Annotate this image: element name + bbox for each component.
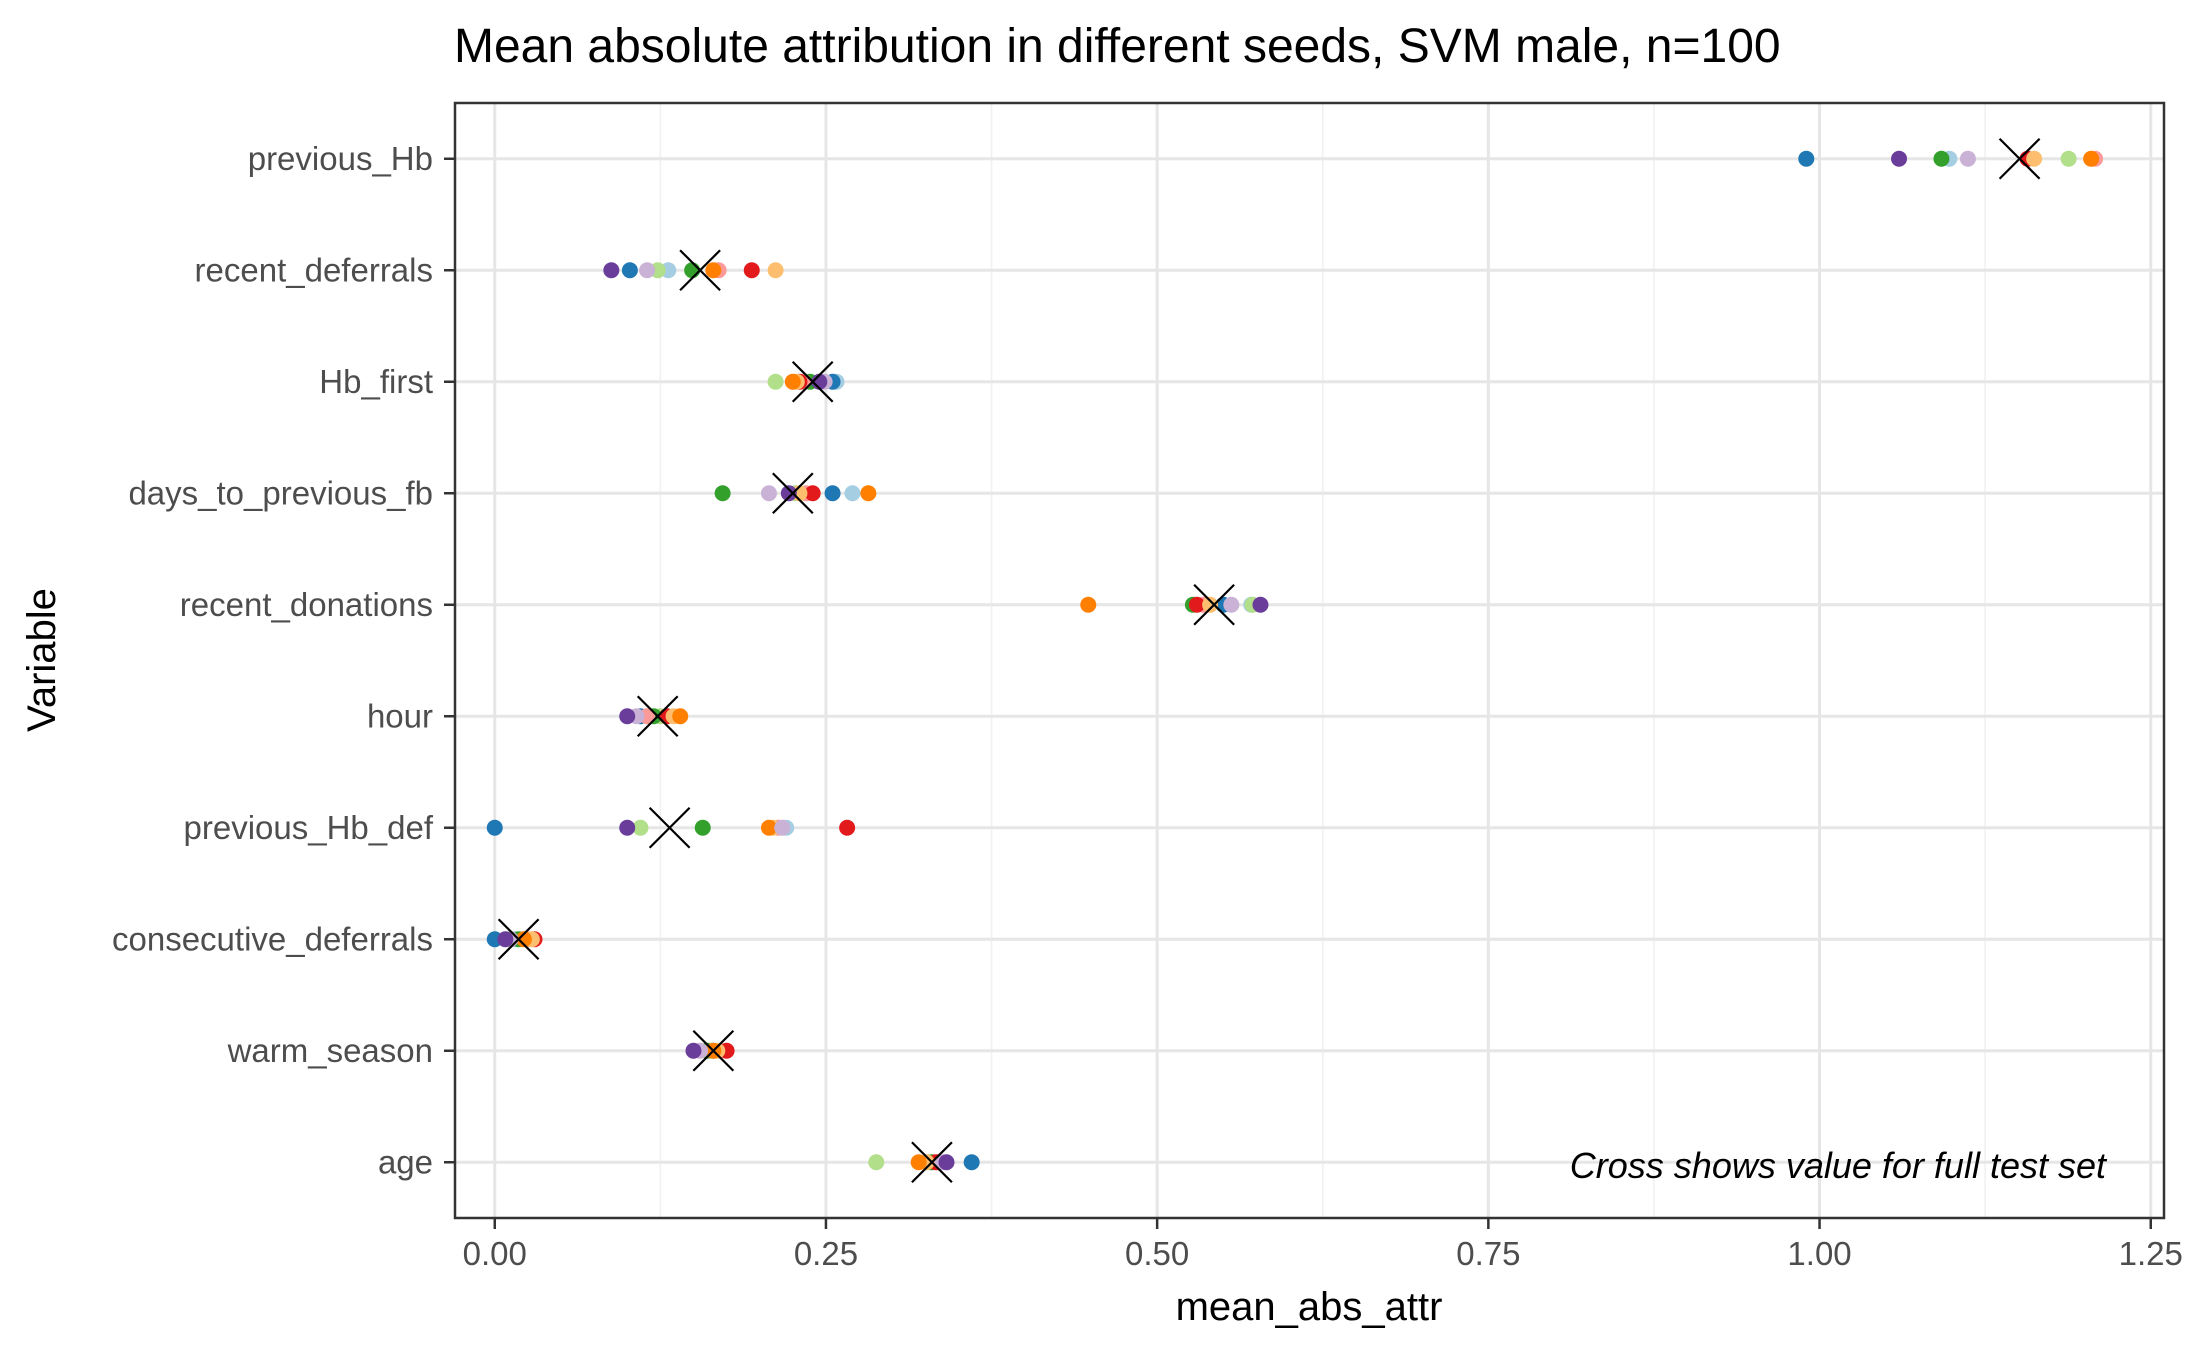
- full-test-set-cross: [772, 472, 814, 515]
- grid-lines: [455, 103, 2164, 1218]
- seed-point: [910, 1154, 927, 1171]
- seed-point: [784, 373, 801, 390]
- x-axis: 0.00 0.25 0.50 0.75 1.00 1.25: [463, 1218, 2183, 1272]
- x-tick-label: 1.25: [2119, 1235, 2183, 1272]
- y-tick-label: previous_Hb_def: [184, 809, 434, 846]
- full-test-set-cross: [497, 918, 540, 961]
- seed-point: [938, 1154, 955, 1171]
- seed-point: [860, 485, 877, 502]
- seed-point: [780, 485, 797, 502]
- chart-title: Mean absolute attribution in different s…: [454, 20, 1781, 73]
- seed-point: [804, 485, 821, 502]
- seed-point: [2083, 150, 2100, 167]
- full-test-set-cross: [692, 1029, 735, 1072]
- x-tick-label: 1.00: [1787, 1235, 1851, 1272]
- y-tick-label: previous_Hb: [248, 140, 433, 177]
- seed-point: [486, 819, 503, 836]
- y-tick-label: recent_donations: [180, 586, 433, 623]
- chart-annotation: Cross shows value for full test set: [1570, 1145, 2108, 1186]
- seed-point: [497, 931, 514, 948]
- y-tick-label: Hb_first: [319, 363, 433, 400]
- seed-point: [839, 819, 856, 836]
- seed-point: [1080, 596, 1097, 613]
- y-tick-label: age: [378, 1143, 433, 1180]
- seed-point: [760, 819, 777, 836]
- seed-point: [619, 819, 636, 836]
- seed-point: [685, 1042, 702, 1059]
- full-test-set-cross: [1998, 137, 2041, 180]
- seed-point: [621, 262, 638, 279]
- y-axis: previous_Hb recent_deferrals Hb_first days_…: [112, 140, 455, 1180]
- seed-point: [774, 819, 791, 836]
- x-tick-label: 0.25: [794, 1235, 858, 1272]
- seed-point: [1223, 596, 1240, 613]
- seed-point: [603, 262, 620, 279]
- full-test-set-crosses: [497, 137, 2041, 1184]
- full-test-set-cross: [648, 806, 691, 849]
- y-tick-label: consecutive_deferrals: [112, 920, 433, 957]
- plot-panel: [455, 103, 2164, 1218]
- seed-point: [672, 708, 689, 725]
- seed-point: [1188, 596, 1205, 613]
- x-axis-title: mean_abs_attr: [1176, 1285, 1443, 1329]
- seed-point: [824, 485, 841, 502]
- y-tick-label: days_to_previous_fb: [128, 474, 433, 511]
- seed-point: [1252, 596, 1269, 613]
- seed-point: [767, 262, 784, 279]
- seed-point: [844, 485, 861, 502]
- seed-point: [694, 819, 711, 836]
- x-tick-label: 0.00: [463, 1235, 527, 1272]
- seed-point: [632, 819, 649, 836]
- y-axis-title: Variable: [20, 588, 64, 732]
- seed-point: [639, 262, 656, 279]
- seed-point: [963, 1154, 980, 1171]
- seed-point: [1933, 150, 1950, 167]
- y-tick-label: hour: [367, 697, 433, 734]
- full-test-set-cross: [791, 360, 834, 403]
- seed-point: [760, 485, 777, 502]
- x-tick-label: 0.50: [1125, 1235, 1189, 1272]
- seed-point: [868, 1154, 885, 1171]
- x-tick-label: 0.75: [1456, 1235, 1520, 1272]
- seed-point: [714, 485, 731, 502]
- full-test-set-cross: [636, 695, 679, 738]
- seed-point: [619, 708, 636, 725]
- seed-point: [1798, 150, 1815, 167]
- full-test-set-cross: [679, 249, 721, 292]
- seed-point: [1891, 150, 1908, 167]
- y-tick-label: recent_deferrals: [195, 251, 433, 288]
- seed-point: [515, 931, 532, 948]
- seed-point: [2060, 150, 2077, 167]
- seed-point: [2026, 150, 2043, 167]
- y-tick-label: warm_season: [227, 1032, 433, 1069]
- seed-point: [743, 262, 760, 279]
- full-test-set-cross: [1193, 583, 1235, 626]
- seed-point: [1202, 596, 1219, 613]
- full-test-set-cross: [911, 1141, 953, 1184]
- plot-panel-border: [453, 101, 2166, 1220]
- seed-point: [705, 262, 722, 279]
- seed-point: [1959, 150, 1976, 167]
- seed-point: [767, 373, 784, 390]
- seed-point: [684, 262, 701, 279]
